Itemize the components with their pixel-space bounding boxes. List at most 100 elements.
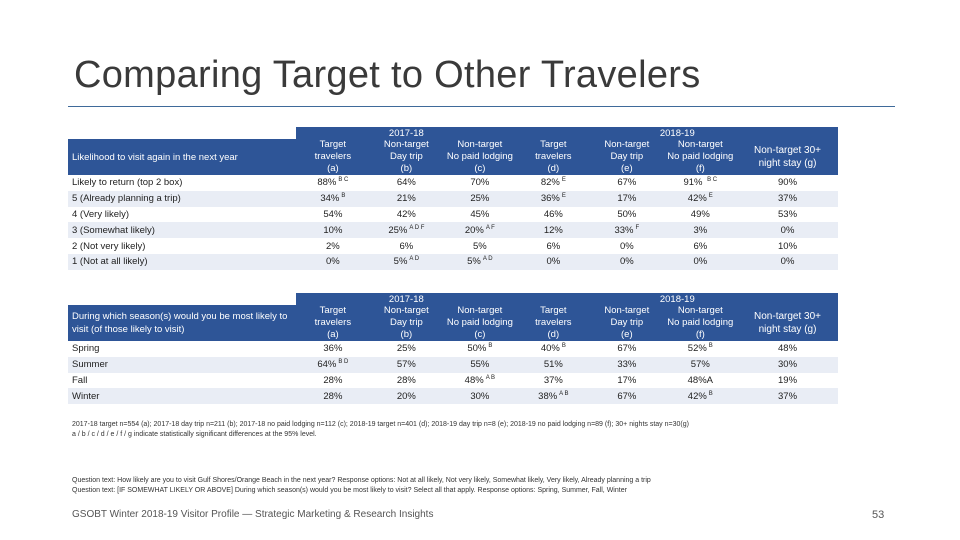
group-label-2018-19: 2018-19 (516, 293, 838, 305)
significance-marker: B C (707, 177, 718, 184)
row-label: 2 (Not very likely) (68, 238, 297, 254)
table-cell: 6% (369, 238, 444, 254)
table-cell: 40% B (516, 341, 591, 357)
table-cell: 42% B (663, 388, 738, 405)
row-label: 1 (Not at all likely) (68, 253, 297, 270)
question-label: Likelihood to visit again in the next ye… (68, 139, 297, 175)
cell-value: 45% (470, 208, 490, 220)
cell-value: 57% (396, 359, 416, 371)
cell-value: 34% (320, 193, 340, 205)
cell-value: 37% (778, 390, 798, 402)
base-note: 2017-18 target n=554 (a); 2017-18 day tr… (72, 421, 689, 428)
table-cell: 33% F (590, 222, 664, 239)
cell-value: 37% (778, 193, 798, 205)
cell-value: 57% (690, 359, 710, 371)
row-label: Spring (68, 341, 297, 357)
table-cell: 91% B C (663, 175, 738, 191)
table-cell: 34% B (296, 190, 370, 207)
cell-value: 51% (543, 359, 563, 371)
cell-value: 67% (617, 177, 637, 189)
cell-value: 0% (546, 256, 561, 268)
question-text-2: Question text: [IF SOMEWHAT LIKELY OR AB… (72, 487, 627, 494)
group-label-2018-19: 2018-19 (516, 127, 838, 139)
column-header-line: Non-target (677, 305, 723, 316)
cell-value: 88% (317, 177, 337, 189)
table-cell: 12% (516, 222, 591, 239)
table-cell: 28% (369, 372, 444, 389)
column-header-line: Non-target (677, 139, 723, 150)
row-label: 3 (Somewhat likely) (68, 222, 297, 239)
column-header-line: night stay (g) (758, 324, 817, 335)
season-table: 2017-18 2018-19 During which season(s) wou… (68, 293, 838, 405)
table-cell: 19% (737, 372, 838, 389)
column-header-line: Non-target (457, 305, 503, 316)
table-cell: 51% (516, 356, 591, 373)
table-row: 3 (Somewhat likely) 10% 25% A D F 20% A F 12% 3… (68, 222, 838, 239)
cell-value: 70% (470, 177, 490, 189)
cell-value: 10% (778, 240, 798, 252)
cell-value: 42% (687, 193, 707, 205)
group-spacer (68, 293, 297, 305)
table-cell: 48%A (663, 372, 738, 389)
cell-value: 40% (540, 343, 560, 355)
table-cell: 5% (443, 238, 517, 254)
table-cell: 42% E (663, 190, 738, 207)
column-header-line: (e) (621, 163, 633, 174)
title-divider (68, 106, 895, 107)
table-cell: 0% (590, 238, 664, 254)
cell-value: 53% (778, 208, 798, 220)
table-cell: 10% (737, 238, 838, 254)
table-cell: 67% (590, 175, 664, 191)
significance-marker: B (488, 343, 493, 350)
cell-value: 25% (388, 224, 408, 236)
table-cell: 53% (737, 206, 838, 223)
cell-value: 19% (778, 374, 798, 386)
column-header-line: Target (540, 305, 567, 316)
table-cell: 5% A D (443, 253, 517, 270)
column-header: Non-target Day trip (b) (369, 305, 444, 341)
table-cell: 48% (737, 341, 838, 357)
cell-value: 48% (464, 375, 484, 387)
cell-value: 5% (393, 256, 408, 268)
column-header: Non-target No paid lodging (c) (443, 139, 517, 175)
cell-value: 33% (617, 359, 637, 371)
table-cell: 46% (516, 206, 591, 223)
column-header-line: (d) (547, 163, 560, 174)
row-label: Winter (68, 388, 297, 405)
table-cell: 33% (590, 356, 664, 373)
column-header-line: travelers (314, 151, 352, 162)
column-header-line: No paid lodging (446, 317, 513, 328)
table-cell: 2% (296, 238, 370, 254)
significance-marker: E (708, 193, 713, 200)
column-header: Target travelers (d) (516, 305, 591, 341)
table-cell: 21% (369, 190, 444, 207)
column-header: Non-target Day trip (e) (590, 139, 664, 175)
significance-marker: A D (409, 256, 420, 263)
column-header-line: Non-target (604, 139, 650, 150)
significance-marker: A B (559, 390, 569, 397)
table-cell: 20% A F (443, 222, 517, 239)
column-header-line: Non-target (604, 305, 650, 316)
table-cell: 25% (443, 190, 517, 207)
column-header-line: (a) (327, 329, 339, 340)
column-header-line: (a) (327, 163, 339, 174)
table-cell: 0% (663, 253, 738, 270)
cell-value: 28% (396, 374, 416, 386)
group-header-row: 2017-18 2018-19 (68, 293, 838, 305)
table-cell: 28% (296, 388, 370, 405)
table-row: Spring 36% 25% 50% B 40% B 67% 52% B 48% (68, 341, 838, 357)
table-cell: 49% (663, 206, 738, 223)
group-header-row: 2017-18 2018-19 (68, 127, 838, 139)
column-header-line: (c) (474, 329, 486, 340)
column-header-line: (c) (474, 163, 486, 174)
significance-marker: B D (338, 359, 349, 366)
table-cell: 37% (737, 190, 838, 207)
cell-value: 36% (540, 193, 560, 205)
column-header-line: travelers (535, 317, 572, 328)
significance-marker: B (561, 343, 566, 350)
column-header-line: Target (319, 305, 347, 316)
cell-value: 64% (396, 177, 416, 189)
column-header: Non-target No paid lodging (f) (663, 305, 738, 341)
significance-marker: A D F (409, 224, 425, 231)
table-cell: 50% B (443, 341, 517, 357)
